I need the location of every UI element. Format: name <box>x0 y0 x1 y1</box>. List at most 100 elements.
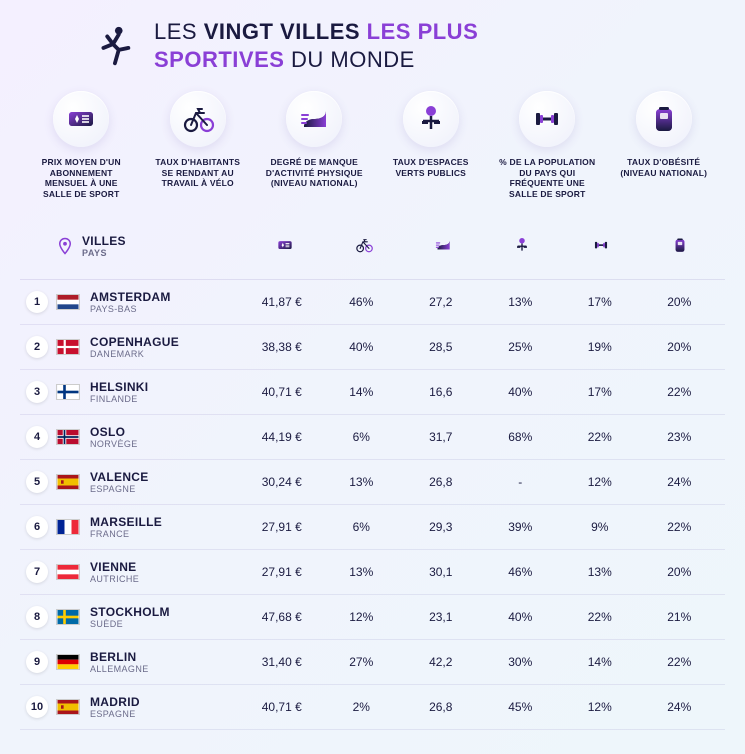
metric-icon-2 <box>286 91 342 147</box>
cell-9-3: 45% <box>481 700 561 714</box>
cell-5-2: 29,3 <box>401 520 481 534</box>
cell-1-3: 25% <box>481 340 561 354</box>
cell-7-1: 12% <box>322 610 402 624</box>
cell-8-5: 22% <box>640 655 720 669</box>
city-name: VIENNE <box>90 560 242 574</box>
header-villes: VILLES <box>82 234 126 248</box>
cell-5-3: 39% <box>481 520 561 534</box>
cell-1-5: 20% <box>640 340 720 354</box>
country-name: NORVÈGE <box>90 439 242 449</box>
header-col-icon-5 <box>640 226 719 267</box>
metric-icon-4 <box>519 91 575 147</box>
table-row: 4 OSLO NORVÈGE 44,19 €6%31,768%22%23% <box>20 415 725 460</box>
city-name: OSLO <box>90 425 242 439</box>
rank-badge: 6 <box>26 516 48 538</box>
city-name: COPENHAGUE <box>90 335 242 349</box>
rank-badge: 3 <box>26 381 48 403</box>
cell-7-5: 21% <box>640 610 720 624</box>
metric-1: TAUX D'HABITANTSSE RENDANT AUTRAVAIL À V… <box>143 91 254 200</box>
cell-5-1: 6% <box>322 520 402 534</box>
metric-label-4: % DE LA POPULATIONDU PAYS QUIFRÉQUENTE U… <box>499 157 595 200</box>
rank-badge: 1 <box>26 291 48 313</box>
rank-badge: 5 <box>26 471 48 493</box>
country-name: FINLANDE <box>90 394 242 404</box>
cell-7-0: 47,68 € <box>242 610 322 624</box>
cell-3-1: 6% <box>322 430 402 444</box>
cell-1-4: 19% <box>560 340 640 354</box>
city-name: HELSINKI <box>90 380 242 394</box>
metric-icon-1 <box>170 91 226 147</box>
cell-0-3: 13% <box>481 295 561 309</box>
table-row: 5 VALENCE ESPAGNE 30,24 €13%26,8-12%24% <box>20 460 725 505</box>
runner-icon <box>90 23 136 69</box>
cell-8-1: 27% <box>322 655 402 669</box>
header-col-icon-3 <box>482 226 561 267</box>
rank-badge: 7 <box>26 561 48 583</box>
cell-1-0: 38,38 € <box>242 340 322 354</box>
cell-8-4: 14% <box>560 655 640 669</box>
header-col-icon-2 <box>404 226 483 267</box>
cell-3-0: 44,19 € <box>242 430 322 444</box>
rank-badge: 8 <box>26 606 48 628</box>
pin-icon <box>56 237 74 255</box>
country-name: PAYS-BAS <box>90 304 242 314</box>
city-name: STOCKHOLM <box>90 605 242 619</box>
cell-8-2: 42,2 <box>401 655 481 669</box>
cell-5-0: 27,91 € <box>242 520 322 534</box>
cell-0-2: 27,2 <box>401 295 481 309</box>
metric-2: DEGRÉ DE MANQUED'ACTIVITÉ PHYSIQUE(NIVEA… <box>259 91 370 200</box>
city-name: VALENCE <box>90 470 242 484</box>
header-col-icon-1 <box>325 226 404 267</box>
cell-6-0: 27,91 € <box>242 565 322 579</box>
cell-5-5: 22% <box>640 520 720 534</box>
cell-6-2: 30,1 <box>401 565 481 579</box>
cell-4-2: 26,8 <box>401 475 481 489</box>
metric-3: TAUX D'ESPACESVERTS PUBLICS <box>376 91 487 200</box>
cell-8-0: 31,40 € <box>242 655 322 669</box>
rank-badge: 4 <box>26 426 48 448</box>
cell-0-5: 20% <box>640 295 720 309</box>
cell-9-0: 40,71 € <box>242 700 322 714</box>
cell-3-2: 31,7 <box>401 430 481 444</box>
cell-2-4: 17% <box>560 385 640 399</box>
country-name: ESPAGNE <box>90 484 242 494</box>
country-name: DANEMARK <box>90 349 242 359</box>
metrics-row: PRIX MOYEN D'UNABONNEMENTMENSUEL À UNESA… <box>20 91 725 200</box>
cell-6-5: 20% <box>640 565 720 579</box>
header-col-icon-4 <box>561 226 640 267</box>
cell-2-1: 14% <box>322 385 402 399</box>
cell-2-2: 16,6 <box>401 385 481 399</box>
header-col-icon-0 <box>246 226 325 267</box>
cell-1-2: 28,5 <box>401 340 481 354</box>
cell-2-0: 40,71 € <box>242 385 322 399</box>
cell-1-1: 40% <box>322 340 402 354</box>
country-name: FRANCE <box>90 529 242 539</box>
cell-2-5: 22% <box>640 385 720 399</box>
cell-7-4: 22% <box>560 610 640 624</box>
cell-9-2: 26,8 <box>401 700 481 714</box>
metric-icon-3 <box>403 91 459 147</box>
country-name: AUTRICHE <box>90 574 242 584</box>
city-name: MARSEILLE <box>90 515 242 529</box>
cell-3-3: 68% <box>481 430 561 444</box>
country-name: SUÈDE <box>90 619 242 629</box>
table-row: 1 AMSTERDAM PAYS-BAS 41,87 €46%27,213%17… <box>20 280 725 325</box>
table-row: 3 HELSINKI FINLANDE 40,71 €14%16,640%17%… <box>20 370 725 415</box>
cell-7-2: 23,1 <box>401 610 481 624</box>
cell-6-4: 13% <box>560 565 640 579</box>
cell-0-0: 41,87 € <box>242 295 322 309</box>
cell-4-5: 24% <box>640 475 720 489</box>
cell-6-3: 46% <box>481 565 561 579</box>
metric-label-2: DEGRÉ DE MANQUED'ACTIVITÉ PHYSIQUE(NIVEA… <box>266 157 363 189</box>
table-header: VILLES PAYS <box>20 218 725 280</box>
table-row: 8 STOCKHOLM SUÈDE 47,68 €12%23,140%22%21… <box>20 595 725 640</box>
table-body: 1 AMSTERDAM PAYS-BAS 41,87 €46%27,213%17… <box>20 280 725 730</box>
cell-3-5: 23% <box>640 430 720 444</box>
country-name: ALLEMAGNE <box>90 664 242 674</box>
metric-label-3: TAUX D'ESPACESVERTS PUBLICS <box>393 157 469 178</box>
table-row: 7 VIENNE AUTRICHE 27,91 €13%30,146%13%20… <box>20 550 725 595</box>
cell-4-0: 30,24 € <box>242 475 322 489</box>
cell-4-1: 13% <box>322 475 402 489</box>
cell-9-4: 12% <box>560 700 640 714</box>
table-row: 6 MARSEILLE FRANCE 27,91 €6%29,339%9%22% <box>20 505 725 550</box>
